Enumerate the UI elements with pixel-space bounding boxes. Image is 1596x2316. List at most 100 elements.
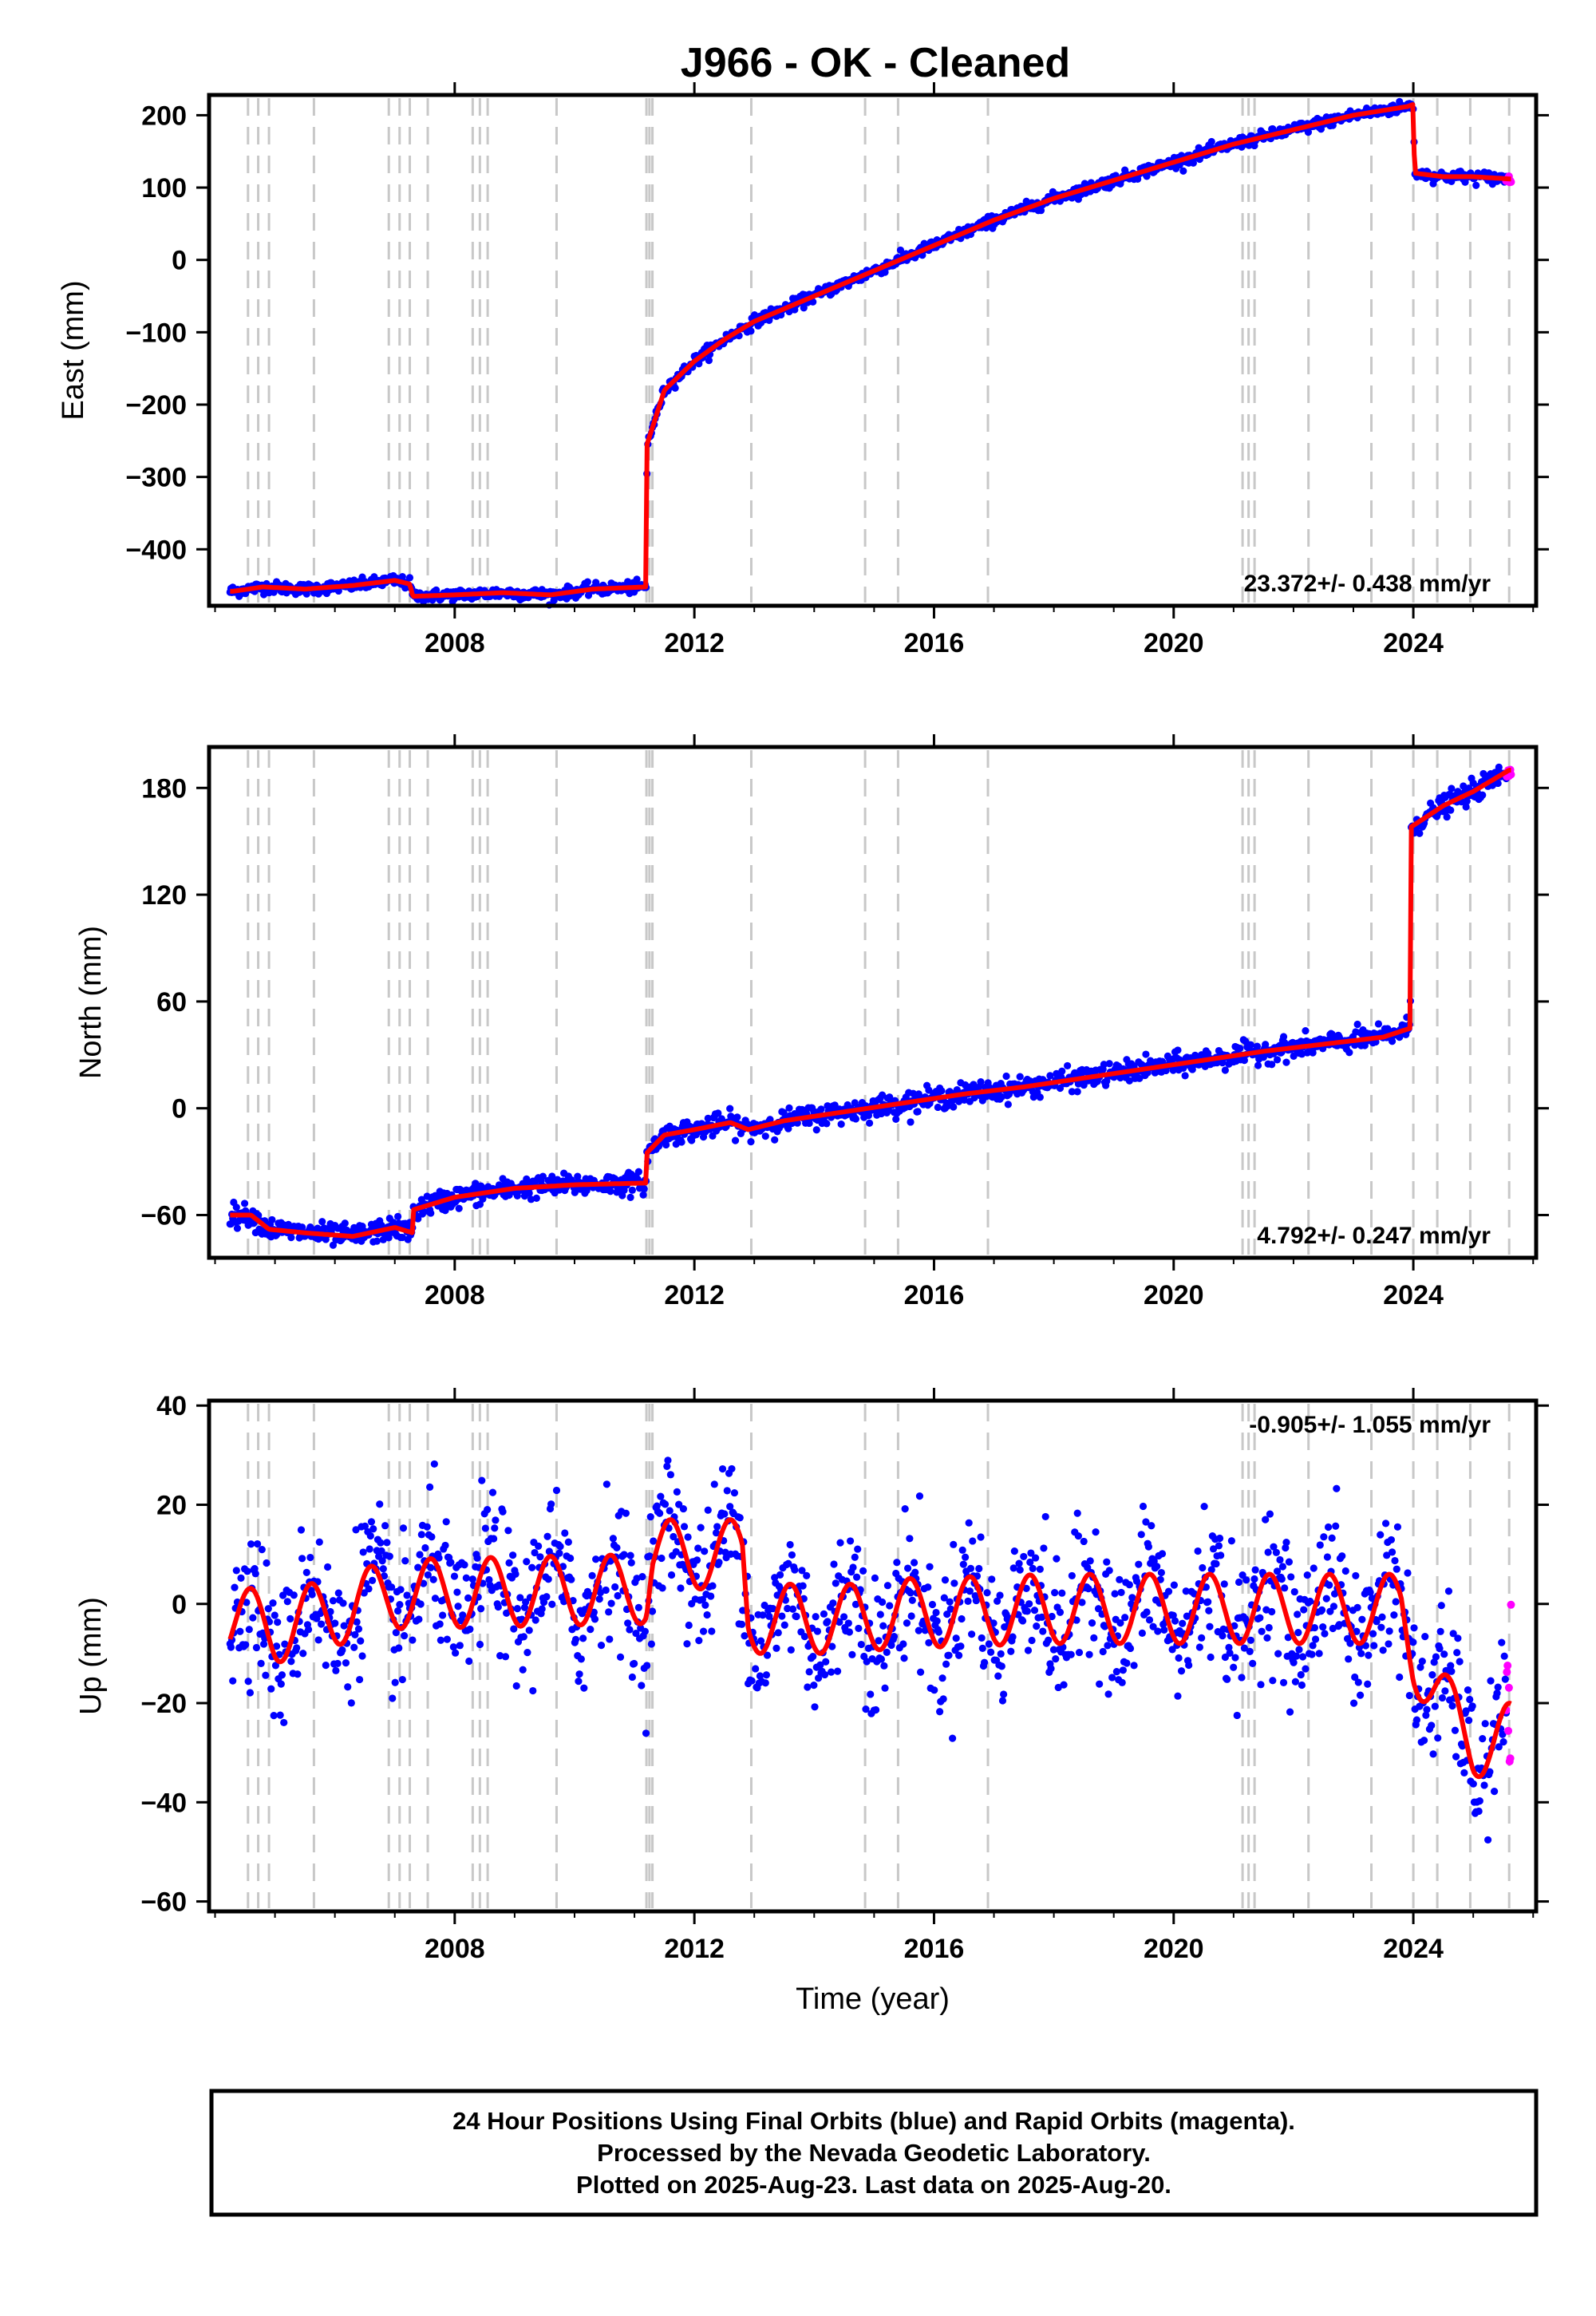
final-point [1310,1564,1317,1572]
final-point [1428,1721,1436,1729]
x-axis-label: Time (year) [796,1982,950,2016]
final-point [1041,1512,1049,1521]
final-point [1302,1027,1310,1035]
final-point [379,1565,387,1573]
final-point [1282,1538,1290,1547]
final-point [1105,1567,1113,1575]
final-point [638,1573,646,1581]
final-point [633,575,641,583]
final-point [1067,1650,1075,1658]
final-point [1308,1650,1316,1658]
final-point [331,1619,339,1627]
final-point [713,1523,721,1531]
final-point [964,1597,972,1605]
final-point [1179,1619,1187,1627]
final-point [251,1570,259,1578]
final-point [1157,1568,1165,1577]
final-point [290,1591,298,1599]
final-point [932,1608,940,1617]
final-point [930,1686,938,1694]
final-point [396,1601,404,1609]
final-point [787,1646,795,1654]
final-point [1230,1663,1238,1671]
final-point [1064,1061,1072,1070]
final-point [240,1199,249,1207]
final-point [1322,1595,1330,1603]
final-point [1341,1567,1349,1575]
final-point [613,1543,621,1551]
final-point [839,1613,848,1621]
footer-line-1: 24 Hour Positions Using Final Orbits (bl… [452,2107,1295,2135]
final-point [1498,1638,1506,1646]
final-point [1448,1701,1456,1710]
final-point [820,1610,828,1618]
final-point [1321,1630,1329,1638]
final-point [1377,1531,1385,1539]
final-point [678,1138,685,1146]
final-orbit-points [226,1456,1511,1844]
final-point [1311,1635,1320,1643]
final-point [624,1619,632,1627]
final-point [666,1471,674,1479]
final-point [271,1611,279,1619]
final-point [1060,1681,1068,1689]
y-tick-label: −60 [140,1200,187,1231]
final-point [334,1589,342,1597]
final-point [1431,1702,1439,1710]
final-point [896,246,905,255]
final-point [1108,1674,1116,1682]
final-point [907,1612,915,1620]
final-point [548,1600,556,1608]
final-point [800,304,808,312]
final-point [737,1620,746,1628]
final-point [975,1564,983,1573]
final-point [1451,1726,1460,1734]
final-point [1058,1589,1066,1597]
y-tick-label: 0 [172,1094,187,1124]
final-point [257,1659,265,1667]
final-orbit-points [226,763,1511,1249]
final-point [579,1634,587,1642]
final-point [646,1512,654,1521]
final-point [1393,1523,1402,1531]
final-point [985,1640,993,1648]
final-point [276,1711,284,1719]
final-point [519,1633,527,1641]
final-point [277,1680,285,1688]
final-point [938,1674,946,1682]
final-point [304,1626,313,1634]
final-point [376,1500,384,1508]
y-tick-label: 20 [156,1490,187,1520]
final-point [318,1218,326,1226]
final-point [978,1634,986,1642]
final-point [299,1650,307,1658]
final-point [950,1579,958,1587]
final-point [315,1538,323,1546]
final-orbit-points [226,97,1511,609]
final-point [903,1619,911,1627]
footer-line-3: Plotted on 2025-Aug-23. Last data on 202… [576,2171,1171,2199]
final-point [1074,1531,1082,1540]
final-point [308,1591,316,1599]
final-point [1052,1654,1060,1663]
final-point [232,1567,240,1575]
final-point [460,1561,468,1569]
final-point [436,1620,444,1628]
final-point [442,1518,450,1526]
final-point [1158,1550,1167,1558]
final-point [849,1563,857,1571]
final-point [822,1658,830,1666]
final-point [1010,1547,1018,1555]
final-point [1469,1780,1477,1788]
final-point [1249,1659,1257,1667]
final-point [1116,1575,1124,1583]
final-point [1154,1627,1162,1635]
final-point [949,1734,957,1742]
final-point [427,1563,435,1571]
final-point [1338,1552,1346,1560]
final-point [592,1555,600,1563]
final-point [529,1686,537,1695]
final-point [1315,1650,1323,1658]
final-point [1377,1623,1385,1631]
final-point [736,1514,744,1522]
